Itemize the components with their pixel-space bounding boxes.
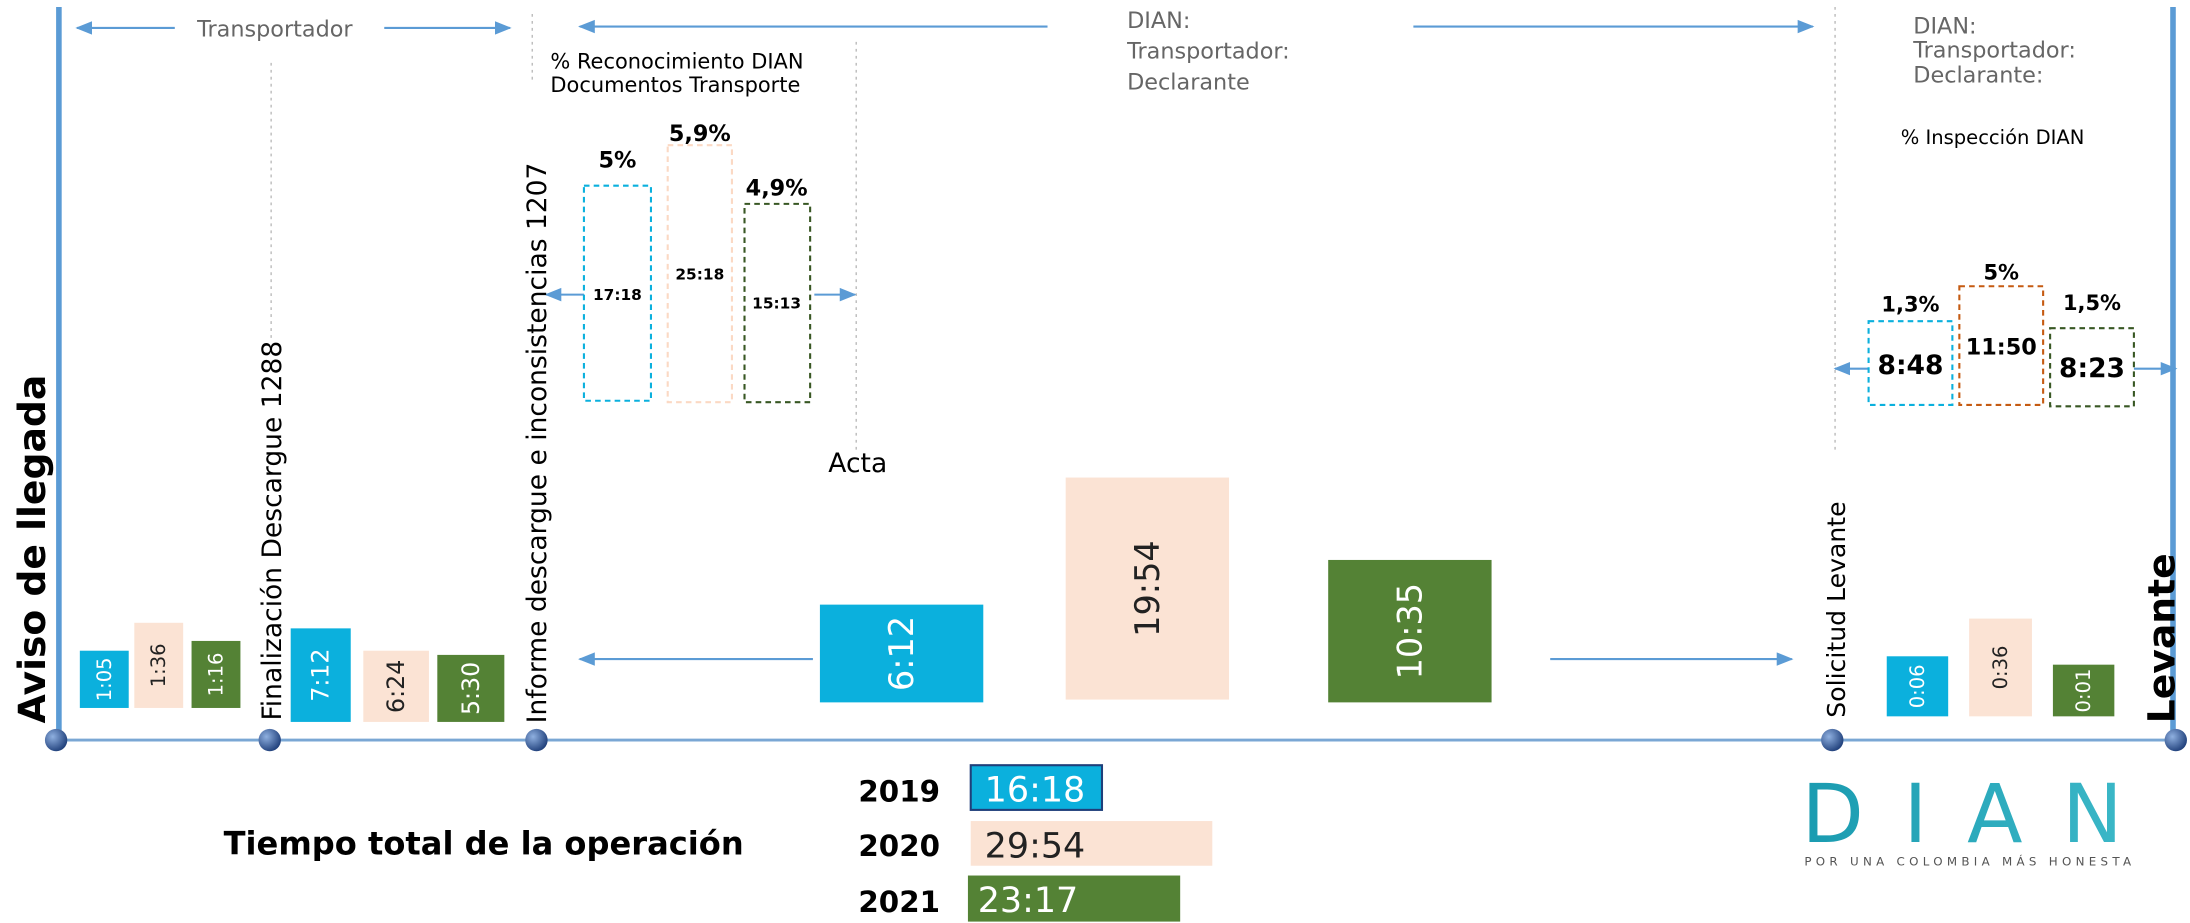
stage-bar [191, 640, 241, 708]
percentage: 1,5% [2063, 291, 2121, 315]
stage-time: 19:54 [1128, 540, 1167, 637]
responsible: DIAN: [1913, 14, 1976, 40]
stage-time: 0:36 [1989, 646, 2012, 690]
stage-time: 10:35 [1390, 583, 1429, 680]
milestone: Acta [828, 448, 887, 479]
percentage: 1,3% [1881, 292, 1939, 316]
responsible: DIAN: [1127, 8, 1190, 34]
milestones: Aviso de llegada Finalización Descargue … [10, 163, 2183, 724]
year: 2019 [858, 775, 940, 809]
stage-bars: 1:05 1:36 1:16 7:12 6:24 5:30 6:12 19:54 10:35 0:… [79, 477, 2115, 722]
responsible: Declarante: [1913, 62, 2043, 88]
logo-name: DIAN [1802, 768, 2137, 862]
milestone: Solicitud Levante [1822, 501, 1851, 717]
total-title: Tiempo total de la operación [224, 825, 744, 863]
logo: DIAN POR UNA COLOMBIA MÁS HONESTA [1802, 768, 2137, 869]
section-title: Documentos Transporte [550, 73, 800, 97]
time: 11:50 [1966, 335, 2037, 361]
percentage: 5,9% [669, 121, 731, 147]
stage-time: 0:06 [1906, 664, 1929, 708]
responsibles: Transportador DIAN: Transportador: Decla… [196, 8, 2076, 95]
responsible: Transportador: [1126, 39, 1290, 65]
stage-time: 6:24 [382, 660, 410, 713]
stage-bar [1328, 559, 1492, 703]
stage-bar [437, 654, 505, 722]
section-title: % Inspección DIAN [1901, 126, 2085, 149]
timeline [44, 6, 2187, 752]
stage-bar [1065, 477, 1230, 700]
logo-tagline: POR UNA COLOMBIA MÁS HONESTA [1804, 854, 2134, 869]
percentage: 5% [598, 148, 636, 174]
total-time: 29:54 [985, 826, 1086, 866]
stage-bar [819, 604, 984, 703]
time: 8:23 [2059, 353, 2125, 384]
stage-bar [290, 628, 351, 722]
responsible: Transportador: [1912, 37, 2076, 63]
section-title: % Reconocimiento DIAN [550, 49, 803, 73]
stage-bar [363, 650, 429, 722]
time: 17:18 [593, 286, 642, 304]
stage-bar [79, 650, 129, 708]
time: 25:18 [675, 265, 724, 283]
milestone: Aviso de llegada [10, 375, 54, 724]
recognition: % Reconocimiento DIAN Documentos Transpo… [550, 49, 812, 404]
stage-time: 7:12 [307, 649, 335, 702]
responsible: Declarante [1127, 69, 1250, 95]
stage-time: 0:01 [2072, 669, 2095, 713]
total: Tiempo total de la operación 2019 2020 2… [224, 764, 1213, 922]
total-time: 16:18 [985, 771, 1086, 811]
total-time: 23:17 [978, 881, 1079, 921]
stage-bar [1886, 656, 1949, 717]
time: 8:48 [1878, 350, 1944, 381]
milestone: Levante [2139, 553, 2183, 723]
stage-time: 1:16 [204, 653, 227, 697]
stage-time: 1:05 [93, 657, 116, 701]
year: 2021 [858, 885, 940, 919]
inspection: % Inspección DIAN 1,3% 5% 1,5% 8:48 11:5… [1867, 126, 2135, 408]
milestone: Informe descargue e inconsistencias 1207 [522, 163, 553, 724]
percentage: 4,9% [746, 175, 808, 201]
stage-bar [134, 622, 184, 708]
percentage: 5% [1983, 260, 2019, 284]
stage-bar [2052, 664, 2115, 717]
stage-time: 6:12 [882, 616, 921, 691]
stage-time: 1:36 [147, 643, 170, 687]
milestone: Finalización Descargue 1288 [257, 341, 288, 721]
responsible: Transportador [196, 16, 353, 42]
year: 2020 [858, 829, 940, 863]
stage-bar [1969, 618, 2032, 717]
time: 15:13 [752, 295, 801, 313]
stage-time: 5:30 [457, 662, 485, 715]
